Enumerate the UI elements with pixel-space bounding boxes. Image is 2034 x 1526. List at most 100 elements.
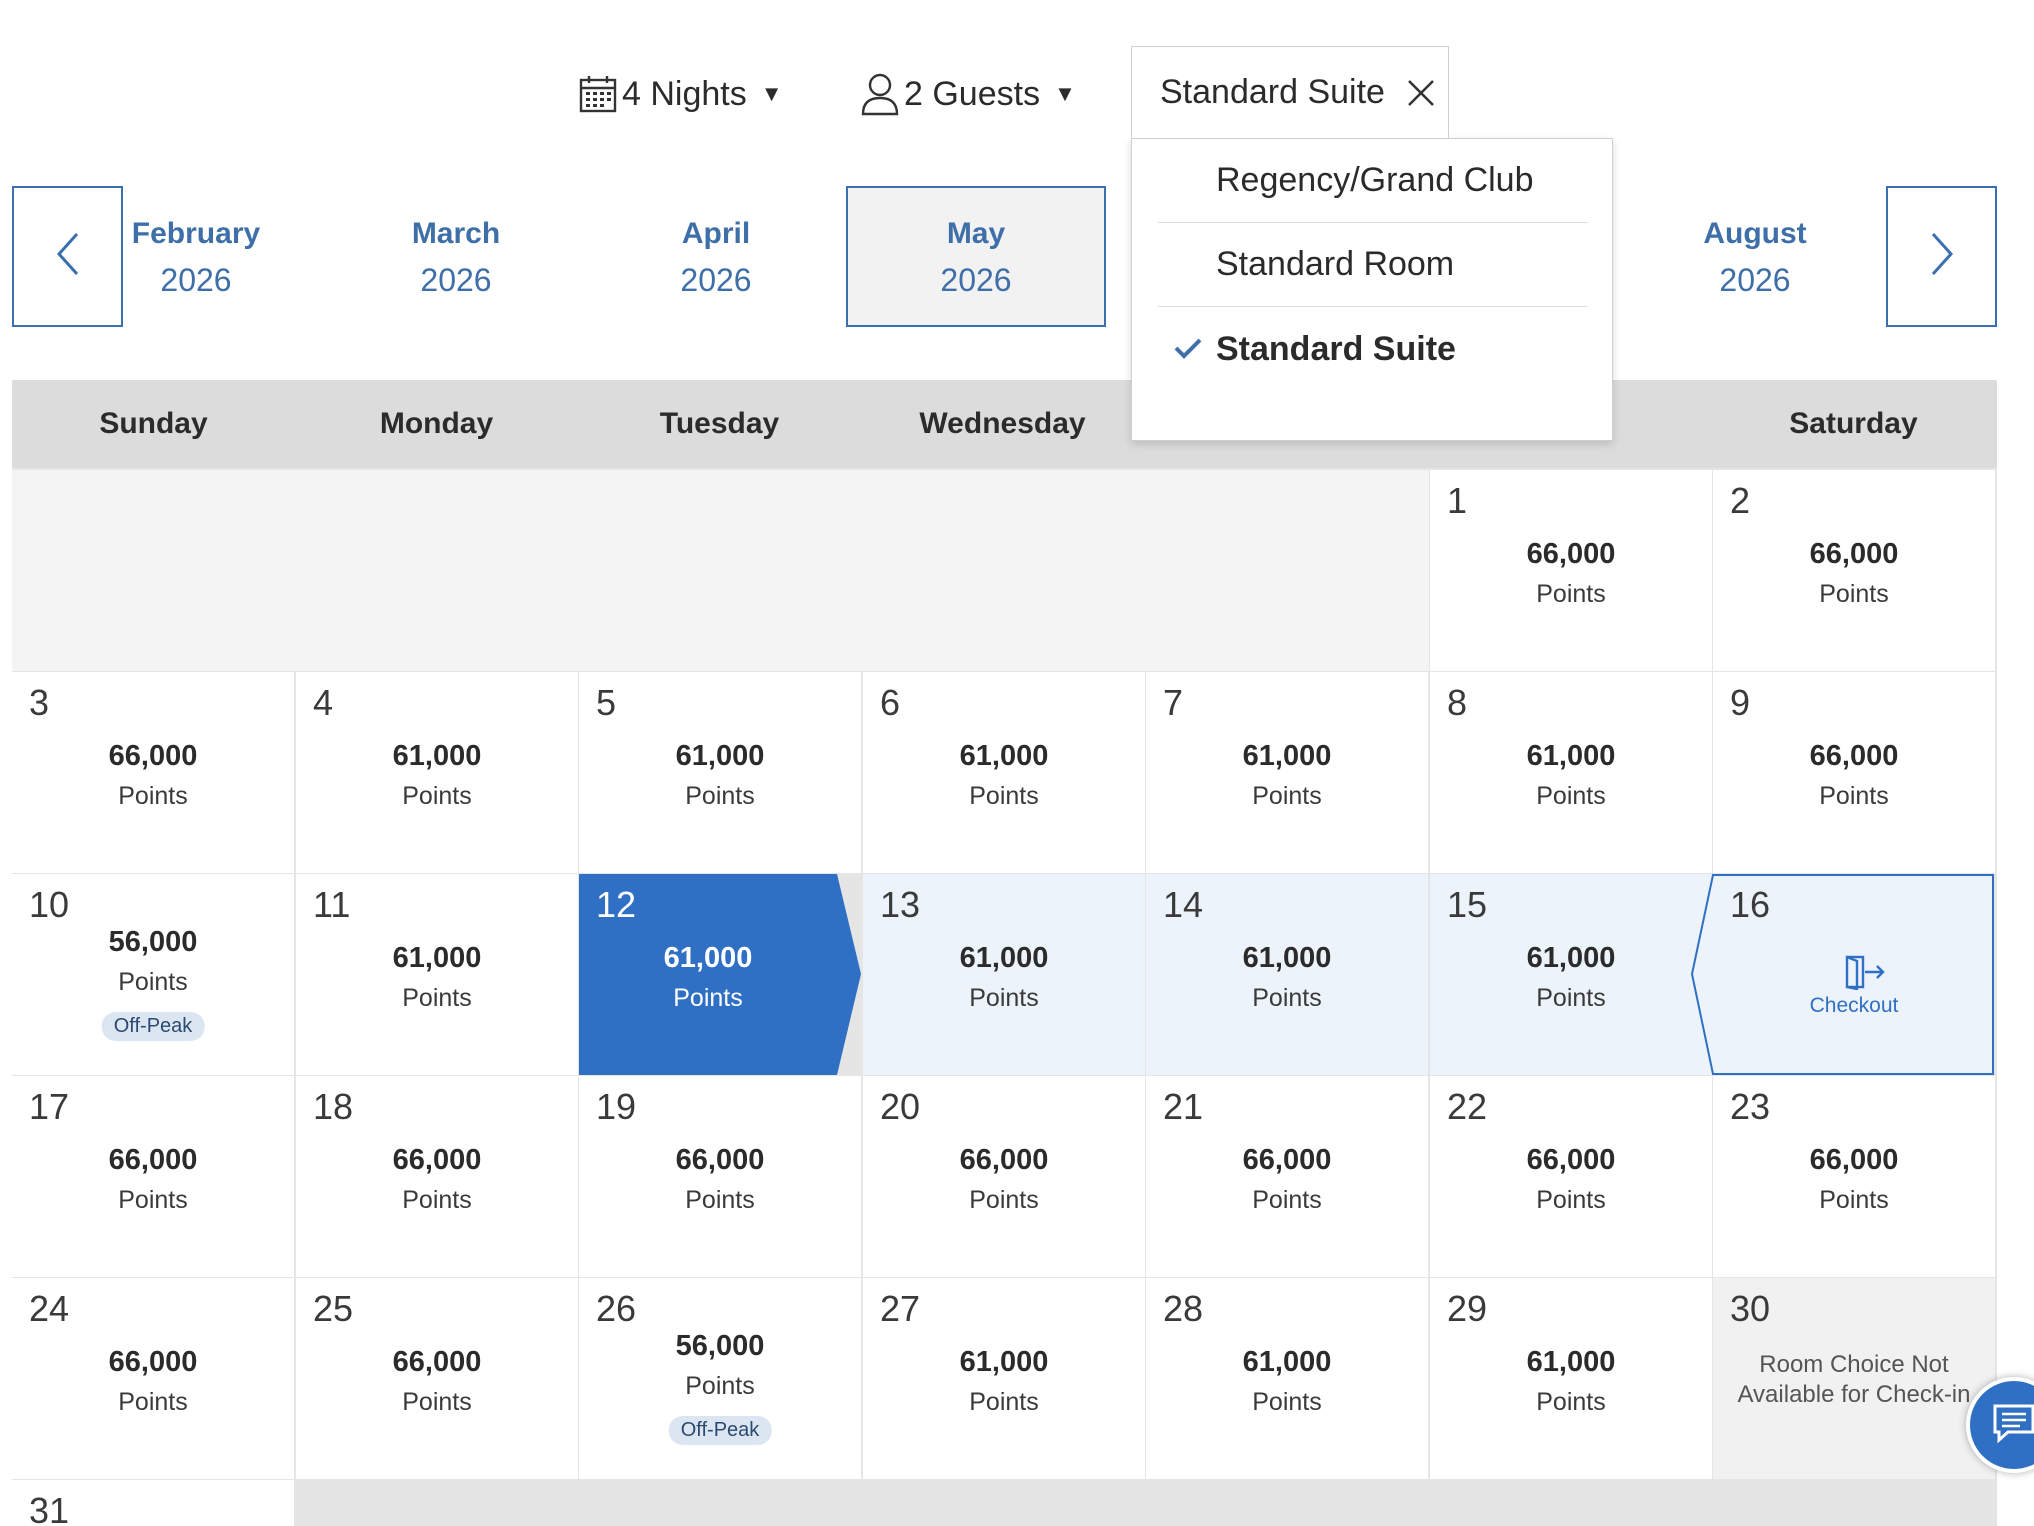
- day-cell-1[interactable]: 1 66,000 Points: [1430, 470, 1712, 671]
- points-value: 61,000: [959, 1346, 1049, 1378]
- month-name: February: [131, 216, 261, 250]
- points-label: Points: [402, 1388, 472, 1416]
- month-may[interactable]: May 2026: [846, 186, 1106, 327]
- day-cell-13[interactable]: 13 61,000 Points: [863, 874, 1145, 1075]
- points-value: 61,000: [959, 942, 1049, 974]
- points-value: 61,000: [663, 942, 753, 974]
- day-cell-16[interactable]: 16 Checkout: [1691, 874, 1995, 1075]
- points-label: Points: [1252, 1388, 1322, 1416]
- day-number: 3: [29, 682, 50, 723]
- day-number: 23: [1730, 1086, 1771, 1127]
- day-cell-17[interactable]: 17 66,000 Points: [12, 1076, 294, 1277]
- chat-icon: [1992, 1403, 2034, 1448]
- person-icon: [860, 72, 900, 116]
- previous-month-button[interactable]: [12, 186, 123, 327]
- day-cell-24[interactable]: 24 66,000 Points: [12, 1278, 294, 1479]
- month-february[interactable]: February 2026: [66, 186, 326, 327]
- day-cell-23[interactable]: 23 66,000 Points: [1713, 1076, 1995, 1277]
- points-value: 56,000: [108, 926, 198, 958]
- day-cell-7[interactable]: 7 61,000 Points: [1146, 672, 1428, 873]
- day-cell-31[interactable]: 31: [12, 1480, 294, 1526]
- day-cell-27[interactable]: 27 61,000 Points: [863, 1278, 1145, 1479]
- points-value: 61,000: [1242, 1346, 1332, 1378]
- day-number: 16: [1730, 884, 1771, 925]
- points-label: Points: [118, 1186, 188, 1214]
- weekday-monday: Monday: [379, 407, 494, 440]
- month-april[interactable]: April 2026: [586, 186, 846, 327]
- day-cell-4[interactable]: 4 61,000 Points: [296, 672, 578, 873]
- day-cell-5[interactable]: 5 61,000 Points: [579, 672, 861, 873]
- month-year: 2026: [420, 261, 492, 298]
- points-value: 56,000: [675, 1330, 765, 1362]
- month-name: May: [946, 216, 1006, 250]
- day-number: 21: [1163, 1086, 1204, 1127]
- points-label: Points: [1252, 782, 1322, 810]
- points-label: Points: [118, 1388, 188, 1416]
- day-number: 26: [596, 1288, 637, 1329]
- day-cell-2[interactable]: 2 66,000 Points: [1713, 470, 1995, 671]
- empty-day-cell: [12, 470, 1429, 671]
- points-label: Points: [685, 782, 755, 810]
- room-type-select[interactable]: Standard Suite: [1131, 46, 1449, 138]
- option-regency-grand-club[interactable]: Regency/Grand Club: [1158, 139, 1588, 223]
- day-number: 29: [1447, 1288, 1488, 1329]
- chevron-left-icon: [56, 232, 80, 281]
- day-number: 1: [1447, 480, 1468, 521]
- calendar-grid: Sunday Monday Tuesday Wednesday Saturday…: [12, 380, 1997, 1526]
- points-value: 66,000: [1242, 1144, 1332, 1176]
- day-cell-28[interactable]: 28 61,000 Points: [1146, 1278, 1428, 1479]
- points-value: 61,000: [1526, 1346, 1616, 1378]
- day-cell-6[interactable]: 6 61,000 Points: [863, 672, 1145, 873]
- month-year: 2026: [940, 261, 1012, 298]
- day-cell-21[interactable]: 21 66,000 Points: [1146, 1076, 1428, 1277]
- day-cell-8[interactable]: 8 61,000 Points: [1430, 672, 1712, 873]
- off-peak-badge: Off-Peak: [668, 1416, 772, 1445]
- points-label: Points: [685, 1186, 755, 1214]
- day-cell-26[interactable]: 26 56,000 Points Off-Peak: [579, 1278, 861, 1479]
- month-name: August: [1703, 216, 1807, 250]
- day-number: 24: [29, 1288, 70, 1329]
- day-cell-14[interactable]: 14 61,000 Points: [1146, 874, 1428, 1075]
- chevron-right-icon: [1930, 232, 1954, 281]
- points-value: 66,000: [108, 740, 198, 772]
- checkout-door-icon: [1843, 954, 1887, 990]
- month-year: 2026: [680, 261, 752, 298]
- day-number: 10: [29, 884, 70, 925]
- chat-button[interactable]: [1966, 1377, 2034, 1473]
- month-name: March: [411, 216, 501, 250]
- points-value: 61,000: [959, 740, 1049, 772]
- day-cell-30[interactable]: 30 Room Choice Not Available for Check-in: [1713, 1278, 1995, 1479]
- day-cell-19[interactable]: 19 66,000 Points: [579, 1076, 861, 1277]
- points-value: 61,000: [675, 740, 765, 772]
- points-value: 66,000: [392, 1346, 482, 1378]
- nights-dropdown[interactable]: 4 Nights ▼: [578, 60, 783, 128]
- day-cell-25[interactable]: 25 66,000 Points: [296, 1278, 578, 1479]
- close-icon[interactable]: [1407, 79, 1435, 107]
- option-standard-room[interactable]: Standard Room: [1158, 223, 1588, 307]
- day-cell-3[interactable]: 3 66,000 Points: [12, 672, 294, 873]
- day-number: 7: [1163, 682, 1184, 723]
- points-label: Points: [969, 984, 1039, 1012]
- points-label: Points: [685, 1372, 755, 1400]
- month-march[interactable]: March 2026: [326, 186, 586, 327]
- points-label: Points: [402, 984, 472, 1012]
- points-label: Points: [1536, 580, 1606, 608]
- month-year: 2026: [160, 261, 232, 298]
- day-cell-11[interactable]: 11 61,000 Points: [296, 874, 578, 1075]
- next-month-button[interactable]: [1886, 186, 1997, 327]
- day-cell-9[interactable]: 9 66,000 Points: [1713, 672, 1995, 873]
- option-standard-suite[interactable]: Standard Suite: [1158, 307, 1588, 391]
- points-label: Points: [118, 782, 188, 810]
- month-august[interactable]: August 2026: [1625, 186, 1885, 327]
- day-number: 12: [596, 884, 637, 925]
- guests-dropdown[interactable]: 2 Guests ▼: [860, 60, 1076, 128]
- day-cell-29[interactable]: 29 61,000 Points: [1430, 1278, 1712, 1479]
- day-cell-18[interactable]: 18 66,000 Points: [296, 1076, 578, 1277]
- month-year: 2026: [1719, 261, 1791, 298]
- day-cell-12[interactable]: 12 61,000 Points: [579, 874, 879, 1075]
- day-cell-22[interactable]: 22 66,000 Points: [1430, 1076, 1712, 1277]
- day-cell-20[interactable]: 20 66,000 Points: [863, 1076, 1145, 1277]
- day-cell-10[interactable]: 10 56,000 Points Off-Peak: [12, 874, 294, 1075]
- day-cell-15[interactable]: 15 61,000 Points: [1430, 874, 1712, 1075]
- points-label: Points: [969, 782, 1039, 810]
